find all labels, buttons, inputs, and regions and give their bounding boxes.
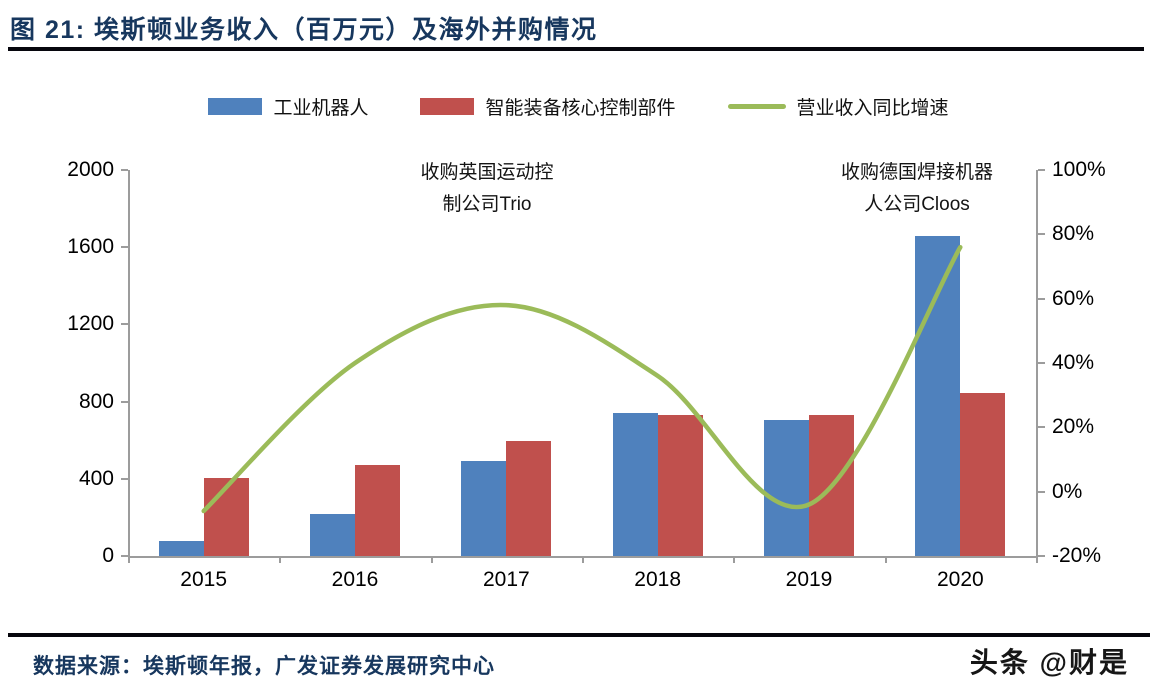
bar-industrial-robots-2015 xyxy=(158,540,204,556)
x-axis-boundary-tick xyxy=(430,556,433,563)
right-axis-tick-label: 60% xyxy=(1052,286,1095,310)
legend-swatch-industrial-robots xyxy=(208,98,263,115)
right-axis-tick-label: -20% xyxy=(1052,544,1102,567)
legend-item-industrial-robots: 工业机器人 xyxy=(208,93,368,120)
left-axis-tick-label: 400 xyxy=(78,466,114,490)
annotation-trio-line1: 收购英国运动控 xyxy=(420,162,554,183)
left-axis-tick xyxy=(121,555,128,557)
left-axis-tick-label: 800 xyxy=(78,389,114,413)
annotation-trio-acquisition: 收购英国运动控 制公司Trio xyxy=(317,157,657,221)
legend-item-revenue-growth: 营业收入同比增速 xyxy=(727,93,949,120)
legend-swatch-core-components xyxy=(420,98,475,115)
legend-label-core-components: 智能装备核心控制部件 xyxy=(485,98,676,119)
right-axis-tick xyxy=(1038,426,1045,429)
bar-core-components-2015 xyxy=(203,477,249,556)
legend: 工业机器人 智能装备核心控制部件 营业收入同比增速 xyxy=(0,93,1157,120)
right-axis-tick xyxy=(1038,233,1045,236)
right-axis-tick xyxy=(1038,555,1045,557)
left-axis-tick-label: 0 xyxy=(102,544,114,567)
left-axis-tick-label: 1200 xyxy=(67,312,114,336)
right-axis-tick xyxy=(1038,490,1045,493)
x-axis-boundary-tick xyxy=(582,556,584,563)
right-axis-tick xyxy=(1038,297,1045,300)
x-axis-category-label: 2017 xyxy=(482,568,530,591)
footer-rule xyxy=(8,633,1150,637)
annotation-cloos-acquisition: 收购德国焊接机器 人公司Cloos xyxy=(747,157,1087,221)
legend-item-core-components: 智能装备核心控制部件 xyxy=(420,93,676,120)
bar-industrial-robots-2018 xyxy=(612,413,658,556)
right-axis-tick xyxy=(1038,362,1045,364)
x-axis-category-label: 2015 xyxy=(180,568,228,591)
x-axis-boundary-tick xyxy=(733,556,736,563)
x-axis-boundary-tick xyxy=(884,556,887,563)
x-axis-category-label: 2019 xyxy=(785,568,833,591)
x-axis-boundary-tick xyxy=(1036,556,1038,563)
x-axis-category-label: 2020 xyxy=(936,568,984,591)
legend-label-revenue-growth: 营业收入同比增速 xyxy=(796,98,949,119)
bar-core-components-2020 xyxy=(960,392,1006,556)
watermark: 头条 @财是 xyxy=(969,647,1129,678)
left-axis-tick xyxy=(121,169,128,171)
right-axis-line xyxy=(1036,170,1038,556)
title-rule xyxy=(8,47,1144,51)
x-axis-category-label: 2018 xyxy=(634,568,682,591)
source-note: 数据来源：埃斯顿年报，广发证券发展研究中心 xyxy=(33,655,495,678)
bar-industrial-robots-2020 xyxy=(915,235,961,556)
right-axis-tick-label: 100% xyxy=(1052,158,1106,181)
x-axis-category-label: 2016 xyxy=(331,568,379,591)
right-axis-tick-label: 0% xyxy=(1052,479,1083,503)
right-axis-tick-label: 80% xyxy=(1052,222,1095,246)
right-axis-tick-label: 20% xyxy=(1052,415,1095,439)
legend-swatch-revenue-growth-line xyxy=(727,104,786,109)
bar-core-components-2019 xyxy=(809,415,854,556)
x-axis-boundary-tick xyxy=(279,556,282,563)
left-axis-tick xyxy=(121,323,128,326)
annotation-cloos-line1: 收购德国焊接机器 xyxy=(840,162,993,183)
left-axis-tick xyxy=(121,477,128,480)
bar-industrial-robots-2019 xyxy=(764,419,809,556)
x-axis-boundary-tick xyxy=(128,556,130,563)
right-axis-tick xyxy=(1038,169,1045,171)
bar-core-components-2016 xyxy=(355,465,400,556)
figure-title: 图 21: 埃斯顿业务收入（百万元）及海外并购情况 xyxy=(10,16,598,44)
left-axis-tick xyxy=(121,400,128,403)
bar-industrial-robots-2016 xyxy=(310,513,355,556)
bar-core-components-2017 xyxy=(506,441,552,556)
legend-label-industrial-robots: 工业机器人 xyxy=(273,98,369,119)
right-axis-tick-label: 40% xyxy=(1052,351,1095,374)
left-axis-tick-label: 2000 xyxy=(67,158,114,181)
annotation-trio-line2: 制公司Trio xyxy=(442,194,532,215)
bar-core-components-2018 xyxy=(657,415,703,556)
bar-industrial-robots-2017 xyxy=(461,461,507,556)
left-axis-tick xyxy=(121,246,128,249)
left-axis-tick-label: 1600 xyxy=(67,235,114,259)
left-axis-line xyxy=(128,170,130,556)
annotation-cloos-line2: 人公司Cloos xyxy=(864,194,970,215)
